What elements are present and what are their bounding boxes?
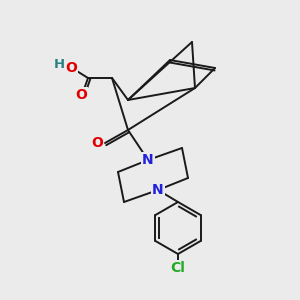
Text: H: H [53,58,64,71]
Text: N: N [142,153,154,167]
Text: O: O [65,61,77,75]
Text: O: O [91,136,103,150]
Text: N: N [152,183,164,197]
Text: Cl: Cl [171,261,185,275]
Text: O: O [75,88,87,102]
